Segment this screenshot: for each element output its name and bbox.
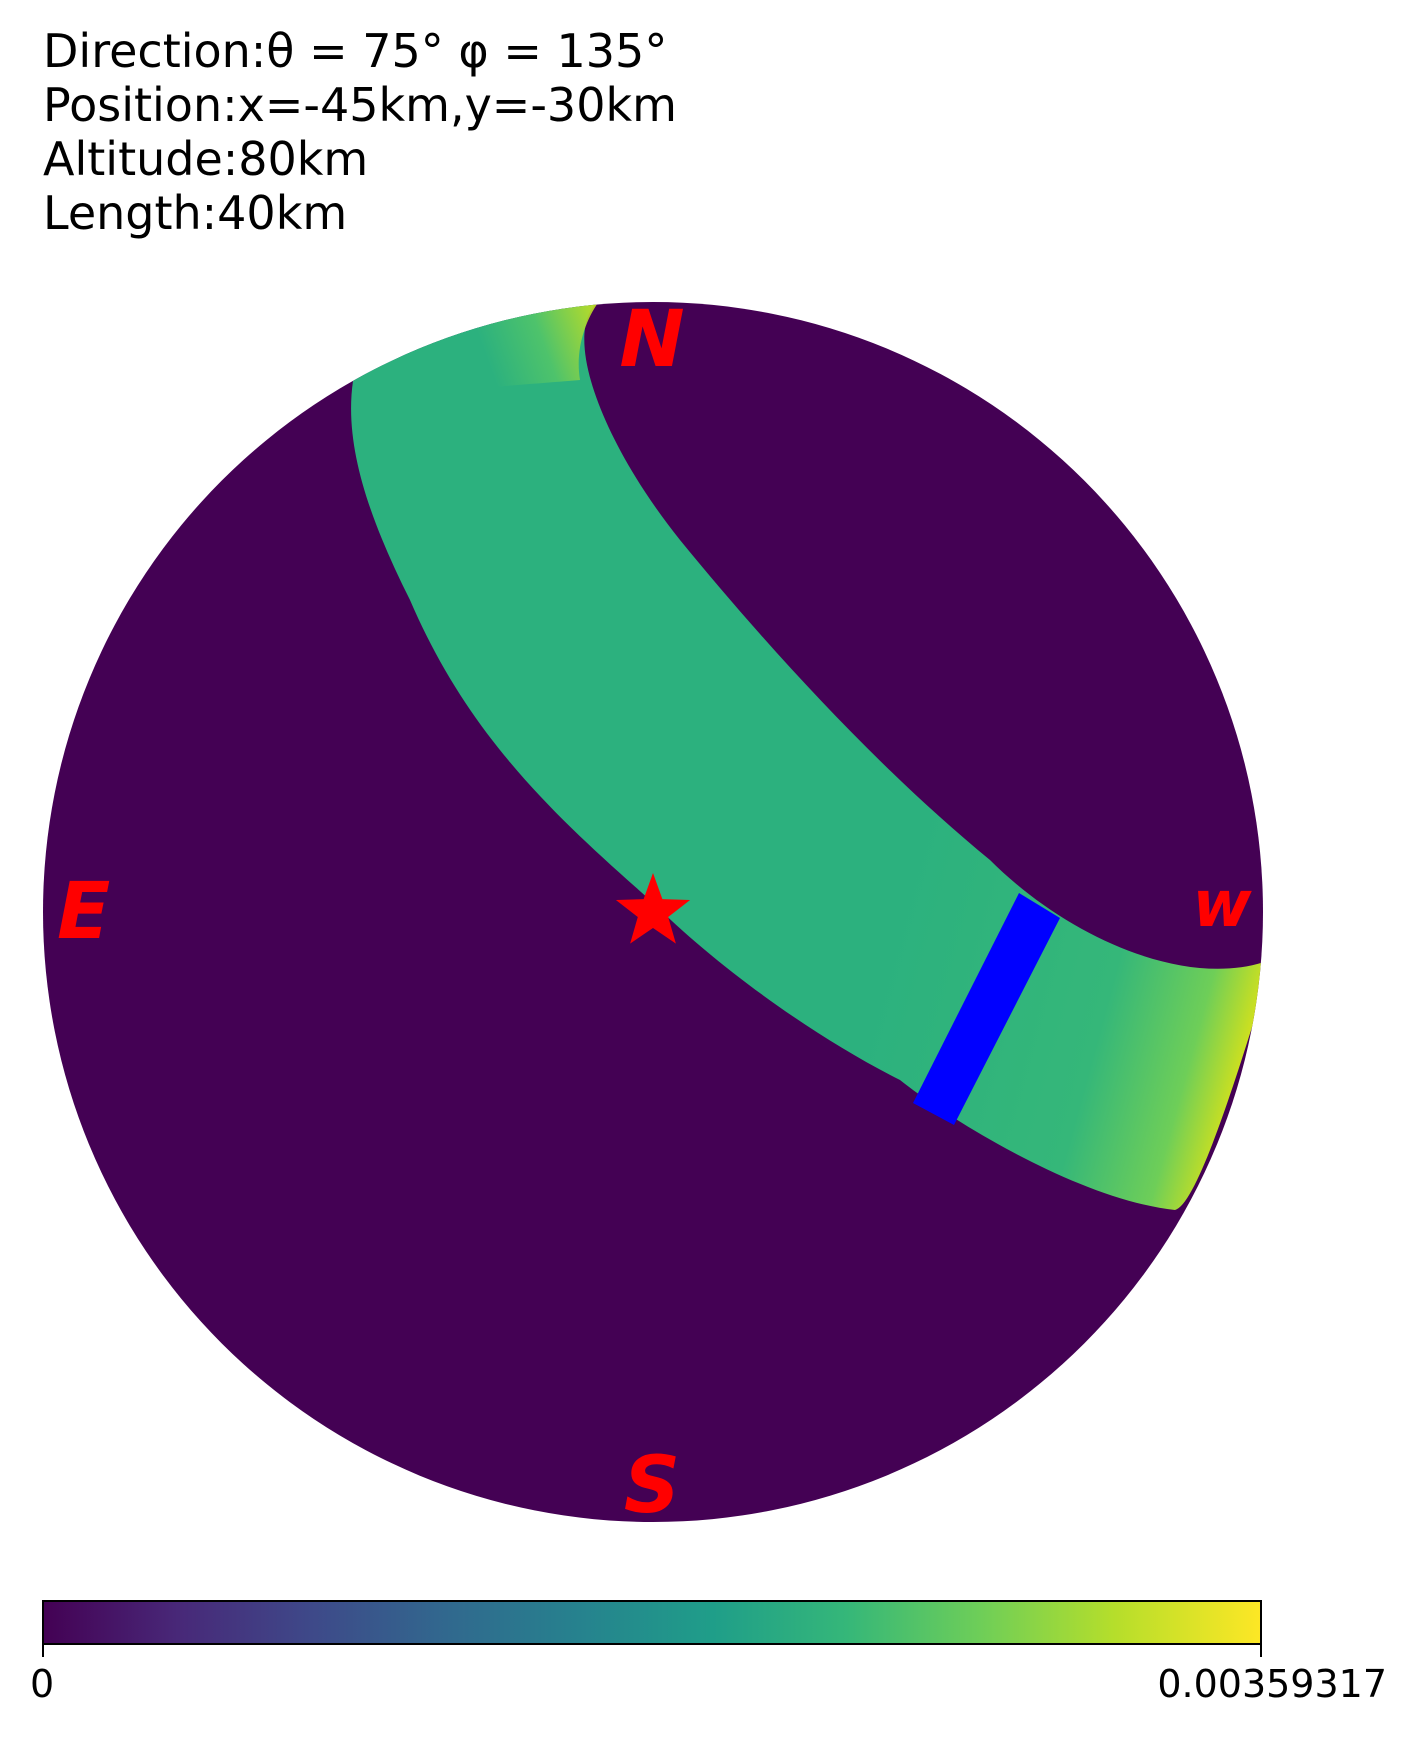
east-label: E — [57, 867, 110, 957]
south-label: S — [624, 1441, 680, 1531]
zenith-star-marker — [615, 873, 691, 944]
west-label: w — [1192, 868, 1252, 942]
colorbar-gradient — [44, 1602, 1260, 1643]
highlight-segment — [913, 893, 1060, 1125]
emission-band-tip — [355, 302, 600, 400]
colorbar — [42, 1600, 1262, 1645]
direction-text: Direction:θ = 75° φ = 135° — [43, 24, 668, 78]
colorbar-max-label: 0.00359317 — [1157, 1662, 1387, 1706]
north-label: N — [619, 295, 684, 385]
position-text: Position:x=-45km,y=-30km — [43, 78, 677, 132]
emission-band — [351, 302, 1263, 1210]
altitude-text: Altitude:80km — [43, 132, 369, 186]
colorbar-tick-min — [42, 1645, 44, 1657]
colorbar-tick-max — [1260, 1645, 1262, 1657]
info-header: Direction:θ = 75° φ = 135° Position:x=-4… — [43, 24, 677, 240]
length-text: Length:40km — [43, 186, 348, 240]
colorbar-min-label: 0 — [30, 1662, 55, 1706]
